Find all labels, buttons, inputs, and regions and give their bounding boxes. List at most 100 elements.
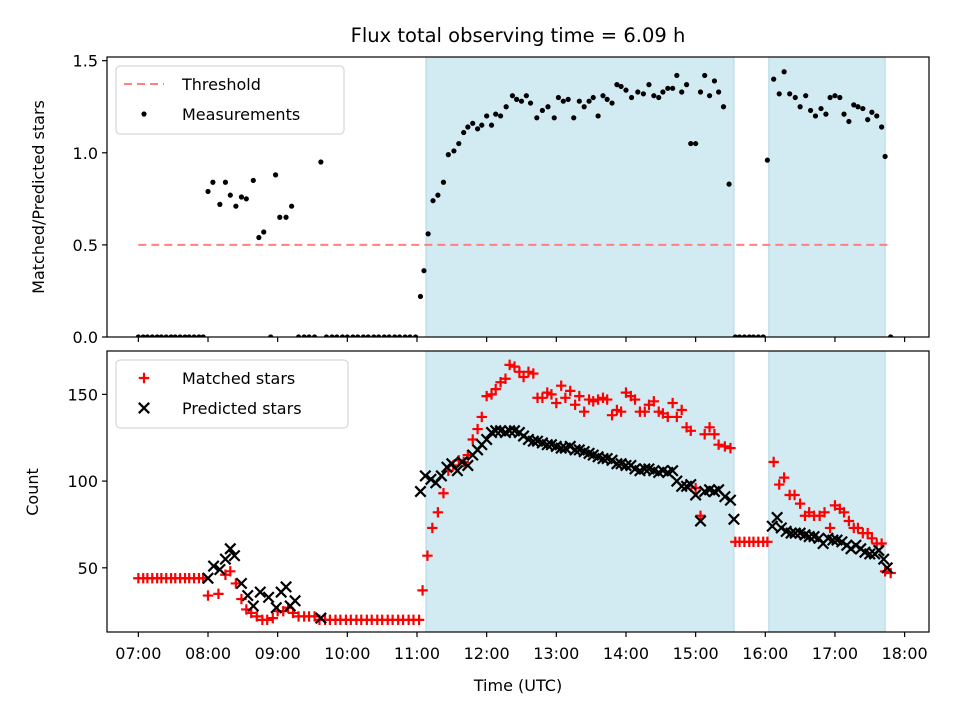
data-point [144, 334, 151, 337]
data-point [250, 177, 256, 184]
data-point [727, 513, 740, 526]
data-point [841, 111, 847, 117]
data-point [675, 480, 688, 493]
data-point [586, 98, 592, 104]
data-point [851, 102, 857, 108]
data-point [518, 98, 525, 104]
data-point [177, 334, 183, 337]
data-point [488, 122, 495, 128]
legend-box [115, 65, 345, 135]
data-point [467, 434, 478, 445]
data-point [365, 334, 371, 337]
data-point [578, 406, 590, 417]
data-point [451, 464, 464, 477]
y-tick-label: 50 [78, 559, 98, 578]
data-point [247, 600, 260, 612]
data-point [725, 442, 736, 454]
data-point [679, 89, 685, 95]
data-point [440, 179, 447, 185]
data-point [823, 111, 829, 117]
data-point [523, 366, 534, 378]
data-point [879, 124, 885, 130]
data-point [694, 515, 707, 527]
data-point [301, 334, 307, 337]
data-point [639, 406, 650, 417]
data-point [792, 94, 798, 101]
data-point [272, 172, 279, 178]
data-point [699, 429, 710, 440]
data-point [527, 100, 534, 106]
data-point [217, 201, 223, 207]
data-point [551, 115, 557, 121]
y-axis-label-bottom: Count [23, 468, 42, 516]
data-point [435, 192, 441, 198]
data-point [219, 553, 232, 566]
data-point [569, 443, 582, 456]
data-point [202, 572, 214, 585]
data-point [619, 459, 632, 472]
data-point [832, 93, 838, 99]
data-point [666, 464, 679, 477]
data-point [574, 390, 585, 402]
data-point [392, 334, 398, 337]
data-point [484, 113, 490, 119]
axes-frame [106, 56, 930, 338]
data-point [713, 439, 724, 450]
data-point [270, 601, 283, 614]
data-point [768, 456, 779, 468]
data-point [674, 72, 680, 79]
data-point [638, 462, 651, 475]
y-tick-label: 150 [67, 385, 98, 404]
data-point [479, 122, 485, 128]
y-tick-label: 0.5 [73, 236, 98, 255]
data-point [824, 522, 836, 534]
data-point [417, 585, 428, 596]
data-point [797, 104, 803, 110]
data-point [412, 334, 419, 337]
data-point [555, 380, 567, 391]
data-point [546, 389, 557, 400]
data-point [186, 334, 192, 337]
data-point [539, 107, 545, 114]
data-point [623, 87, 629, 93]
data-point [314, 612, 327, 625]
data-point [600, 93, 606, 99]
series-layer [135, 69, 894, 337]
data-point [662, 411, 673, 423]
data-point [500, 373, 511, 384]
data-point [665, 85, 671, 91]
data-point [318, 159, 324, 165]
data-point [202, 590, 214, 601]
data-point [684, 478, 697, 491]
data-point [787, 91, 793, 97]
data-point [660, 89, 666, 95]
data-point [503, 104, 509, 110]
data-point [280, 580, 293, 593]
observing-window-2 [768, 350, 886, 633]
data-point [818, 105, 824, 112]
x-tick-label: 10:00 [324, 644, 370, 663]
data-point [381, 334, 387, 337]
data-point [417, 293, 424, 300]
data-point [163, 334, 169, 337]
data-point [720, 104, 727, 110]
legend-label: Predicted stars [182, 399, 302, 418]
data-point [819, 507, 830, 518]
data-point [480, 433, 493, 446]
data-point [329, 334, 335, 337]
data-point [474, 126, 481, 132]
data-point [456, 140, 462, 147]
data-point [472, 423, 483, 435]
data-point [267, 612, 278, 624]
data-point [493, 111, 499, 117]
data-point [560, 98, 566, 104]
data-point [509, 93, 516, 99]
data-point [262, 591, 275, 604]
legend: Matched stars Predicted stars [115, 359, 349, 429]
data-point [888, 334, 894, 337]
data-point [445, 152, 451, 158]
data-point [706, 93, 713, 99]
data-point [671, 411, 683, 423]
data-point [339, 334, 346, 337]
data-point [489, 424, 502, 437]
